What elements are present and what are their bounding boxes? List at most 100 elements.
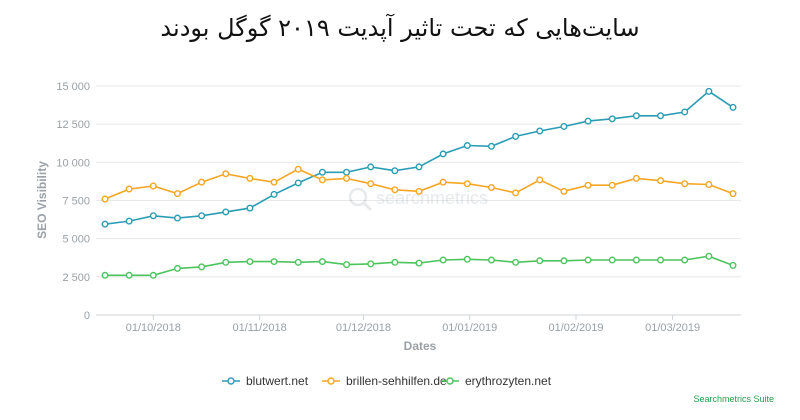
data-point xyxy=(391,167,399,175)
data-point xyxy=(729,103,737,111)
data-point xyxy=(367,260,375,268)
legend-item[interactable]: erythrozyten.net xyxy=(441,374,552,388)
legend-marker xyxy=(327,377,335,385)
data-point xyxy=(439,178,447,186)
data-point xyxy=(536,127,544,135)
data-point xyxy=(318,168,326,176)
legend-label: blutwert.net xyxy=(246,374,309,388)
legend-label: erythrozyten.net xyxy=(465,374,552,388)
data-point xyxy=(608,115,616,123)
data-point xyxy=(343,261,351,269)
x-axis-ticks: 01/10/2018 01/11/2018 01/12/2018 01/01/2019… xyxy=(96,314,741,334)
data-point xyxy=(198,178,206,186)
data-point xyxy=(367,180,375,188)
y-tick-label: 12 500 xyxy=(56,119,90,131)
data-point xyxy=(318,258,326,266)
data-point xyxy=(173,190,181,198)
data-point xyxy=(560,122,568,130)
data-point xyxy=(681,180,689,188)
data-point xyxy=(705,87,713,95)
legend-item[interactable]: blutwert.net xyxy=(222,374,309,388)
y-tick-label: 2 500 xyxy=(62,272,90,284)
data-point xyxy=(487,184,495,192)
y-tick-label: 0 xyxy=(84,310,90,322)
data-point xyxy=(367,163,375,171)
series-blutwert.net xyxy=(101,87,737,228)
series-brillen-sehhilfen.de xyxy=(101,165,737,203)
data-point xyxy=(584,181,592,189)
data-point xyxy=(270,190,278,198)
data-point xyxy=(173,214,181,222)
data-point xyxy=(681,108,689,116)
data-point xyxy=(512,189,520,197)
data-point xyxy=(415,187,423,195)
x-tick-label: 01/11/2018 xyxy=(232,322,286,334)
data-point xyxy=(705,252,713,260)
data-point xyxy=(584,256,592,264)
y-axis-ticks: 0 2 500 5 000 7 500 10 000 12 500 15 000 xyxy=(56,81,90,322)
data-point xyxy=(487,142,495,150)
legend-marker xyxy=(227,377,235,385)
data-point xyxy=(222,258,230,266)
data-point xyxy=(608,256,616,264)
data-point xyxy=(294,179,302,187)
data-point xyxy=(149,182,157,190)
legend-item[interactable]: brillen-sehhilfen.de xyxy=(322,374,447,388)
data-point xyxy=(657,177,665,185)
data-point xyxy=(560,187,568,195)
data-point xyxy=(246,204,254,212)
x-tick-label: 01/10/2018 xyxy=(126,322,181,334)
data-point xyxy=(608,181,616,189)
data-point xyxy=(101,220,109,228)
data-point xyxy=(560,257,568,265)
x-tick-label: 01/12/2018 xyxy=(336,322,391,334)
data-point xyxy=(729,261,737,269)
y-tick-label: 10 000 xyxy=(56,157,90,169)
legend: blutwert.net brillen-sehhilfen.de erythroz… xyxy=(222,374,552,388)
data-point xyxy=(463,255,471,263)
data-point xyxy=(222,170,230,178)
x-axis-title: Dates xyxy=(404,339,437,353)
data-point xyxy=(584,117,592,125)
y-tick-label: 5 000 xyxy=(62,234,90,246)
data-point xyxy=(729,190,737,198)
data-point xyxy=(415,163,423,171)
data-point xyxy=(125,217,133,225)
data-point xyxy=(632,256,640,264)
data-point xyxy=(222,208,230,216)
data-point xyxy=(463,180,471,188)
data-point xyxy=(149,212,157,220)
series-layer xyxy=(101,87,737,279)
data-point xyxy=(173,264,181,272)
data-point xyxy=(101,271,109,279)
y-tick-label: 15 000 xyxy=(56,81,90,93)
data-point xyxy=(487,256,495,264)
chart-title: سایت‌هایی که تحت تاثیر آپدیت ۲۰۱۹ گوگل ب… xyxy=(160,14,640,42)
watermark-text: searchmetrics xyxy=(376,188,488,208)
data-point xyxy=(343,168,351,176)
data-point xyxy=(512,132,520,140)
y-axis-title: SEO Visibility xyxy=(35,161,49,239)
data-point xyxy=(439,256,447,264)
data-point xyxy=(632,174,640,182)
data-point xyxy=(270,258,278,266)
y-tick-label: 7 500 xyxy=(62,196,90,208)
data-point xyxy=(198,212,206,220)
watermark: searchmetrics xyxy=(348,187,488,212)
data-point xyxy=(536,176,544,184)
x-tick-label: 01/01/2019 xyxy=(442,322,497,334)
legend-label: brillen-sehhilfen.de xyxy=(346,374,447,388)
data-point xyxy=(246,174,254,182)
data-point xyxy=(318,176,326,184)
credit-text: Searchmetrics Suite xyxy=(693,394,774,404)
data-point xyxy=(657,112,665,120)
data-point xyxy=(705,180,713,188)
data-point xyxy=(632,112,640,120)
data-point xyxy=(439,150,447,158)
data-point xyxy=(463,142,471,150)
data-point xyxy=(536,257,544,265)
data-point xyxy=(294,165,302,173)
data-point xyxy=(198,263,206,271)
data-point xyxy=(415,259,423,267)
